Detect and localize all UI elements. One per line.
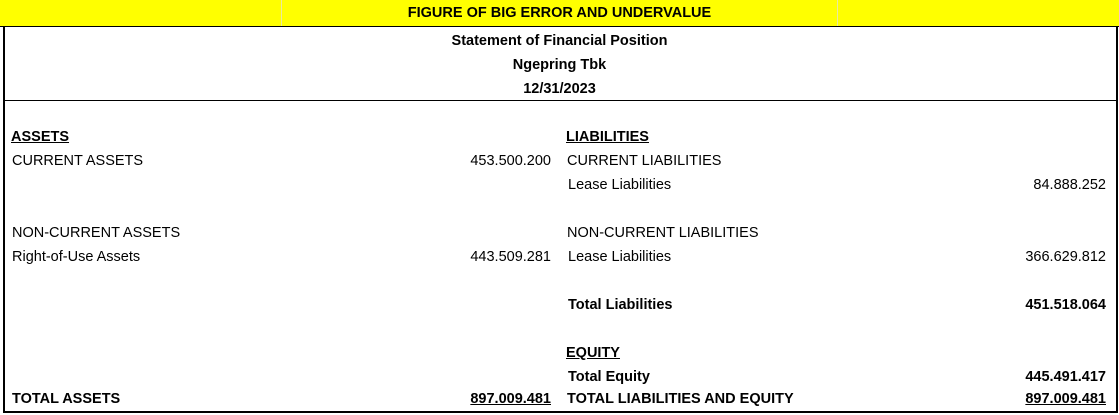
total-liabilities-value: 451.518.064: [1025, 297, 1106, 313]
total-liabilities-equity-label: TOTAL LIABILITIES AND EQUITY: [567, 391, 794, 407]
banner-title: FIGURE OF BIG ERROR AND UNDERVALUE: [407, 5, 712, 21]
statement-date: 12/31/2023: [523, 81, 596, 97]
noncurrent-liabilities-label: NON-CURRENT LIABILITIES: [567, 225, 759, 241]
total-assets-value: 897.009.481: [470, 391, 551, 407]
current-assets-value: 453.500.200: [470, 153, 551, 169]
total-equity-value: 445.491.417: [1025, 369, 1106, 385]
cell-gridline: [281, 0, 282, 26]
equity-heading: EQUITY: [566, 345, 620, 361]
assets-heading: ASSETS: [11, 129, 70, 145]
rou-assets-label: Right-of-Use Assets: [12, 249, 141, 265]
current-assets-label: CURRENT ASSETS: [12, 153, 144, 169]
total-equity-label: Total Equity: [568, 369, 650, 385]
current-lease-liabilities-value: 84.888.252: [1033, 177, 1106, 193]
statement-frame: [3, 27, 1118, 413]
total-liabilities-label: Total Liabilities: [568, 297, 673, 313]
title-banner: FIGURE OF BIG ERROR AND UNDERVALUE: [0, 0, 1119, 27]
total-liabilities-equity-value: 897.009.481: [1025, 391, 1106, 407]
statement-title: Statement of Financial Position: [451, 33, 668, 49]
current-liabilities-label: CURRENT LIABILITIES: [567, 153, 722, 169]
noncurrent-assets-label: NON-CURRENT ASSETS: [12, 225, 181, 241]
noncurrent-lease-liabilities-value: 366.629.812: [1025, 249, 1106, 265]
header-divider: [3, 100, 1118, 101]
current-lease-liabilities-label: Lease Liabilities: [568, 177, 672, 193]
rou-assets-value: 443.509.281: [470, 249, 551, 265]
noncurrent-lease-liabilities-label: Lease Liabilities: [568, 249, 672, 265]
liabilities-heading: LIABILITIES: [566, 129, 649, 145]
company-name: Ngepring Tbk: [512, 57, 607, 73]
total-assets-label: TOTAL ASSETS: [12, 391, 121, 407]
cell-gridline: [837, 0, 838, 26]
